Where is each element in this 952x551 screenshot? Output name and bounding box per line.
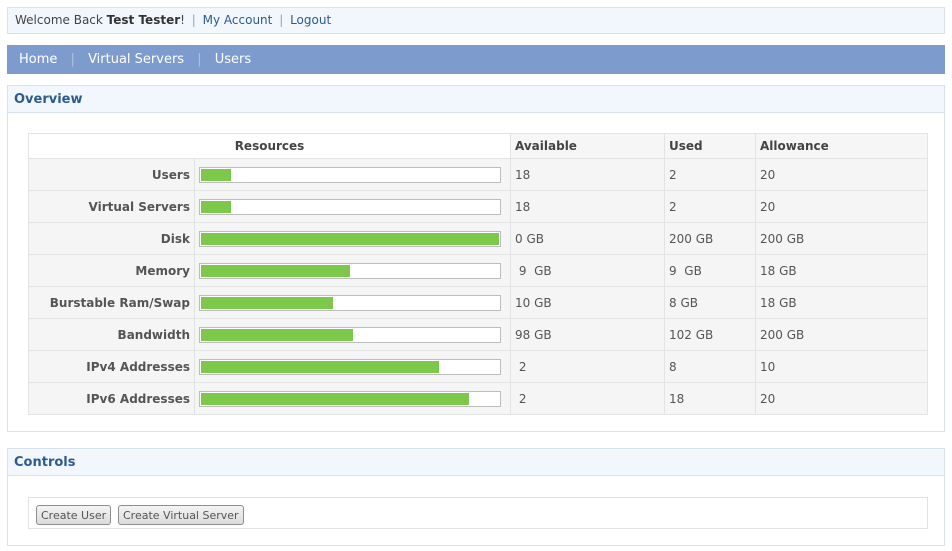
usage-bar-fill	[201, 328, 353, 341]
main-nav: Home | Virtual Servers | Users	[7, 45, 945, 74]
usage-bar-fill	[201, 296, 334, 309]
table-row: Disk 0 GB 200 GB 200 GB	[28, 222, 928, 255]
table-row: Users 18 2 20	[28, 158, 928, 191]
usage-bar-cell	[194, 350, 511, 383]
welcome-text: Welcome Back	[15, 13, 103, 27]
usage-bar	[199, 262, 501, 279]
nav-users[interactable]: Users	[214, 52, 252, 67]
allowance-value: 20	[755, 382, 928, 415]
resource-label: Virtual Servers	[28, 190, 195, 223]
allowance-value: 20	[755, 190, 928, 223]
usage-bar	[199, 294, 501, 311]
resource-label: IPv6 Addresses	[28, 382, 195, 415]
user-name: Test Tester	[106, 13, 181, 27]
used-value: 200 GB	[664, 222, 756, 255]
table-row: Bandwidth 98 GB 102 GB 200 GB	[28, 318, 928, 351]
logout-link[interactable]: Logout	[290, 13, 332, 27]
used-value: 2	[664, 190, 756, 223]
nav-home[interactable]: Home	[19, 52, 58, 67]
usage-bar	[199, 166, 501, 183]
controls-panel: Controls Create User Create Virtual Serv…	[7, 448, 945, 546]
usage-bar-fill	[201, 200, 231, 213]
table-row: Memory 9 GB 9 GB 18 GB	[28, 254, 928, 287]
allowance-value: 18 GB	[755, 254, 928, 287]
table-row: Burstable Ram/Swap 10 GB 8 GB 18 GB	[28, 286, 928, 319]
welcome-suffix: !	[180, 13, 185, 27]
usage-bar-cell	[194, 318, 511, 351]
available-value: 98 GB	[510, 318, 665, 351]
resource-label: IPv4 Addresses	[28, 350, 195, 383]
used-value: 2	[664, 158, 756, 191]
used-value: 9 GB	[664, 254, 756, 287]
available-value: 18	[510, 158, 665, 191]
usage-bar	[199, 230, 501, 247]
used-header: Used	[664, 133, 756, 159]
usage-bar-cell	[194, 222, 511, 255]
available-value: 2	[510, 350, 665, 383]
used-value: 18	[664, 382, 756, 415]
resource-label: Disk	[28, 222, 195, 255]
usage-bar-cell	[194, 286, 511, 319]
account-bar: Welcome Back Test Tester! | My Account |…	[7, 7, 945, 34]
resource-label: Memory	[28, 254, 195, 287]
table-row: IPv6 Addresses 2 18 20	[28, 382, 928, 415]
usage-bar	[199, 358, 501, 375]
overview-title: Overview	[8, 86, 944, 113]
allowance-value: 10	[755, 350, 928, 383]
allowance-header: Allowance	[755, 133, 928, 159]
controls-title: Controls	[8, 449, 944, 476]
create-user-button[interactable]: Create User	[36, 505, 112, 525]
usage-bar	[199, 198, 501, 215]
available-value: 2	[510, 382, 665, 415]
usage-bar-fill	[201, 264, 350, 277]
usage-bar-fill	[201, 168, 231, 181]
my-account-link[interactable]: My Account	[202, 13, 273, 27]
table-row: Virtual Servers 18 2 20	[28, 190, 928, 223]
separator: |	[279, 13, 284, 27]
resources-header: Resources	[28, 133, 511, 159]
available-value: 0 GB	[510, 222, 665, 255]
available-value: 9 GB	[510, 254, 665, 287]
allowance-value: 200 GB	[755, 222, 928, 255]
allowance-value: 20	[755, 158, 928, 191]
used-value: 8	[664, 350, 756, 383]
resource-label: Bandwidth	[28, 318, 195, 351]
allowance-value: 200 GB	[755, 318, 928, 351]
table-row: IPv4 Addresses 2 8 10	[28, 350, 928, 383]
usage-bar-fill	[201, 392, 470, 405]
controls-box: Create User Create Virtual Server	[28, 497, 928, 529]
resource-label: Burstable Ram/Swap	[28, 286, 195, 319]
create-virtual-server-button[interactable]: Create Virtual Server	[118, 505, 244, 525]
nav-separator: |	[197, 52, 202, 67]
available-value: 18	[510, 190, 665, 223]
used-value: 102 GB	[664, 318, 756, 351]
usage-bar-cell	[194, 382, 511, 415]
nav-virtual-servers[interactable]: Virtual Servers	[88, 52, 185, 67]
usage-bar-cell	[194, 158, 511, 191]
usage-bar-cell	[194, 254, 511, 287]
usage-bar-fill	[201, 232, 499, 245]
resources-table: Resources Available Used Allowance Users…	[28, 133, 928, 415]
used-value: 8 GB	[664, 286, 756, 319]
usage-bar-fill	[201, 360, 440, 373]
resource-label: Users	[28, 158, 195, 191]
available-header: Available	[510, 133, 665, 159]
usage-bar-cell	[194, 190, 511, 223]
available-value: 10 GB	[510, 286, 665, 319]
separator: |	[191, 13, 196, 27]
allowance-value: 18 GB	[755, 286, 928, 319]
usage-bar	[199, 326, 501, 343]
table-header-row: Resources Available Used Allowance	[28, 133, 928, 159]
usage-bar	[199, 390, 501, 407]
nav-separator: |	[70, 52, 75, 67]
overview-panel: Overview Resources Available Used Allowa…	[7, 85, 945, 432]
